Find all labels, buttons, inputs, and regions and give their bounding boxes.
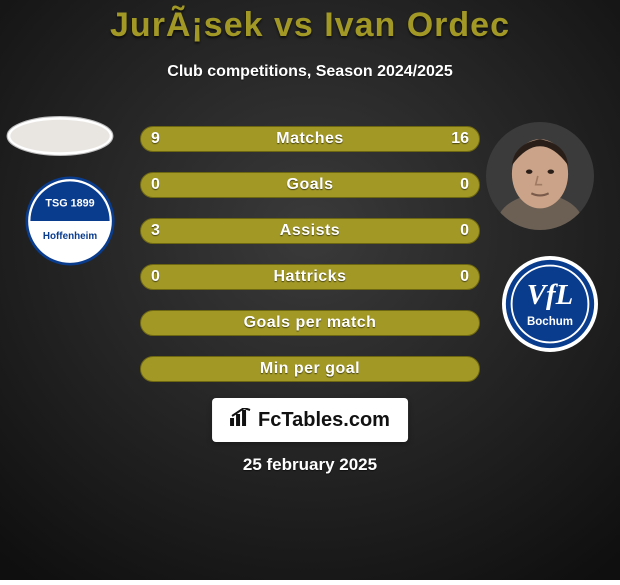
player-left-portrait xyxy=(6,82,114,190)
stat-bar: Goals0 0 xyxy=(140,172,480,198)
stat-bar-label: Goals per match xyxy=(141,311,479,335)
stat-bars: Matches916Goals00Assists30Hattricks00Goa… xyxy=(140,126,480,402)
stat-bar: Hattricks0 0 xyxy=(140,264,480,290)
stat-bar-label: Matches xyxy=(141,127,479,151)
stat-bar: Assists3 0 xyxy=(140,218,480,244)
svg-text:VfL: VfL xyxy=(527,279,573,311)
subtitle: Club competitions, Season 2024/2025 xyxy=(0,63,620,81)
stat-bar: Goals per match xyxy=(140,310,480,336)
svg-text:Bochum: Bochum xyxy=(527,316,573,328)
stat-bar-label: Min per goal xyxy=(141,357,479,381)
stat-bar-left-value: 0 xyxy=(141,265,170,289)
stat-bar-label: Hattricks xyxy=(141,265,479,289)
stat-bar-left-value: 3 xyxy=(141,219,170,243)
club-badge-left: TSG 1899 Hoffenheim xyxy=(25,176,115,266)
footer-brand-text: FcTables.com xyxy=(258,409,390,432)
stat-bar-right-value: 0 xyxy=(450,173,479,197)
stat-bar: Matches9 16 xyxy=(140,126,480,152)
footer-brand-pill: FcTables.com xyxy=(212,398,408,442)
stat-bar-right-value: 16 xyxy=(441,127,479,151)
stat-bar: Min per goal xyxy=(140,356,480,382)
chart-icon xyxy=(230,408,252,432)
stat-bar-label: Goals xyxy=(141,173,479,197)
stat-bar-left-value: 9 xyxy=(141,127,170,151)
footer-date: 25 february 2025 xyxy=(0,455,620,475)
stat-bar-right-value: 0 xyxy=(450,219,479,243)
club-badge-right: VfL Bochum xyxy=(502,256,598,352)
stat-bar-left-value: 0 xyxy=(141,173,170,197)
svg-text:TSG 1899: TSG 1899 xyxy=(45,198,94,210)
stat-bar-label: Assists xyxy=(141,219,479,243)
player-right-portrait xyxy=(486,122,594,230)
stat-bar-right-value: 0 xyxy=(450,265,479,289)
svg-text:Hoffenheim: Hoffenheim xyxy=(43,231,98,242)
page-title: JurÃ¡sek vs Ivan Ordec xyxy=(0,6,620,45)
